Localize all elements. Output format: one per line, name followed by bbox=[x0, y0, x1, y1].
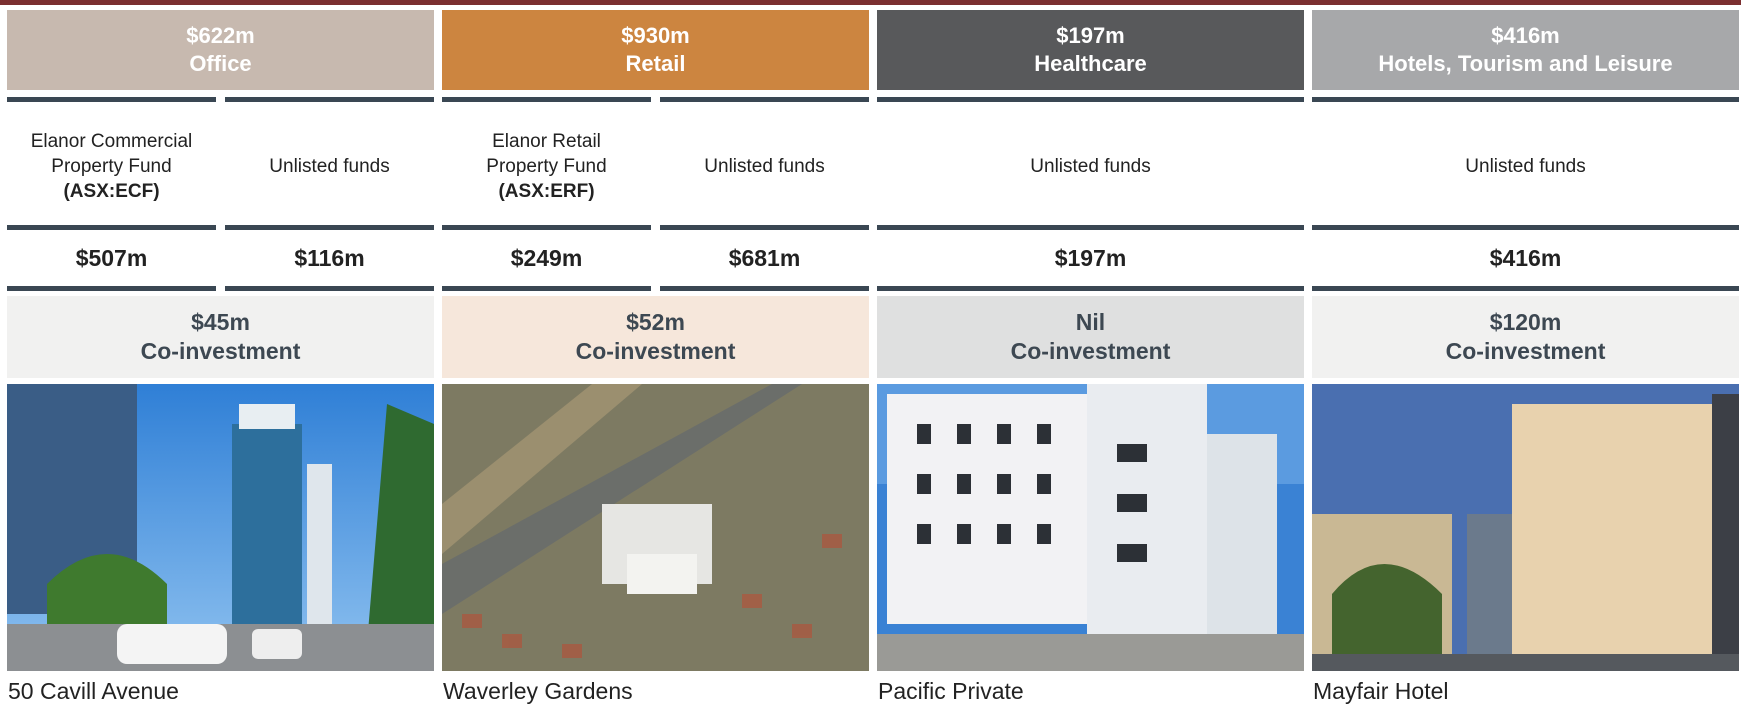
header-sector: Retail bbox=[626, 50, 686, 78]
co-investment-amount: $52m bbox=[626, 308, 685, 337]
fund-name-cell: Unlisted funds bbox=[225, 97, 434, 230]
page: (() => { const data = JSON.parse(documen… bbox=[0, 0, 1741, 704]
header-amount: $930m bbox=[621, 22, 690, 50]
fund-name-cell: Unlisted funds bbox=[660, 97, 869, 230]
property-caption: Pacific Private bbox=[878, 678, 1024, 705]
co-investment-amount: $45m bbox=[191, 308, 250, 337]
top-bar bbox=[0, 0, 1741, 5]
fund-value: $416m bbox=[1312, 225, 1739, 291]
fund-name: Unlisted funds bbox=[704, 154, 824, 179]
header-sector: Healthcare bbox=[1034, 50, 1147, 78]
fund-ticker: (ASX:ECF) bbox=[63, 179, 159, 204]
fund-name-cell: Unlisted funds bbox=[1312, 97, 1739, 230]
co-investment-label: Co-investment bbox=[141, 337, 301, 366]
co-investment-label: Co-investment bbox=[1446, 337, 1606, 366]
fund-name: Unlisted funds bbox=[269, 154, 389, 179]
header-amount: $197m bbox=[1056, 22, 1125, 50]
header-sector: Office bbox=[189, 50, 251, 78]
fund-name: Elanor Retail Property Fund bbox=[454, 129, 639, 179]
header-amount: $416m bbox=[1491, 22, 1560, 50]
fund-name-cell: Elanor Retail Property Fund(ASX:ERF) bbox=[442, 97, 651, 230]
fund-value: $681m bbox=[660, 225, 869, 291]
fund-name-cell: Unlisted funds bbox=[877, 97, 1304, 230]
fund-name: Elanor Commercial Property Fund bbox=[19, 129, 204, 179]
property-photo bbox=[7, 384, 434, 671]
header-amount: $622m bbox=[186, 22, 255, 50]
co-investment-label: Co-investment bbox=[1011, 337, 1171, 366]
co-investment-amount: Nil bbox=[1076, 308, 1105, 337]
co-investment-label: Co-investment bbox=[576, 337, 736, 366]
fund-value: $116m bbox=[225, 225, 434, 291]
fund-ticker: (ASX:ERF) bbox=[498, 179, 594, 204]
property-photo bbox=[442, 384, 869, 671]
header-sector: Hotels, Tourism and Leisure bbox=[1378, 50, 1672, 78]
fund-value: $197m bbox=[877, 225, 1304, 291]
property-photo bbox=[1312, 384, 1739, 671]
fund-value: $507m bbox=[7, 225, 216, 291]
co-investment-amount: $120m bbox=[1490, 308, 1562, 337]
fund-name: Unlisted funds bbox=[1465, 154, 1585, 179]
property-photo bbox=[877, 384, 1304, 671]
fund-name: Unlisted funds bbox=[1030, 154, 1150, 179]
property-caption: Mayfair Hotel bbox=[1313, 678, 1448, 705]
fund-name-cell: Elanor Commercial Property Fund(ASX:ECF) bbox=[7, 97, 216, 230]
fund-value: $249m bbox=[442, 225, 651, 291]
property-caption: 50 Cavill Avenue bbox=[8, 678, 179, 705]
property-caption: Waverley Gardens bbox=[443, 678, 633, 705]
